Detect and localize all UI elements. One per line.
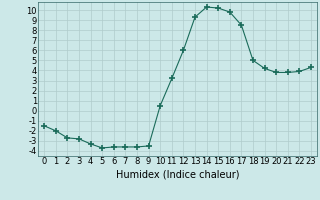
X-axis label: Humidex (Indice chaleur): Humidex (Indice chaleur)	[116, 169, 239, 179]
